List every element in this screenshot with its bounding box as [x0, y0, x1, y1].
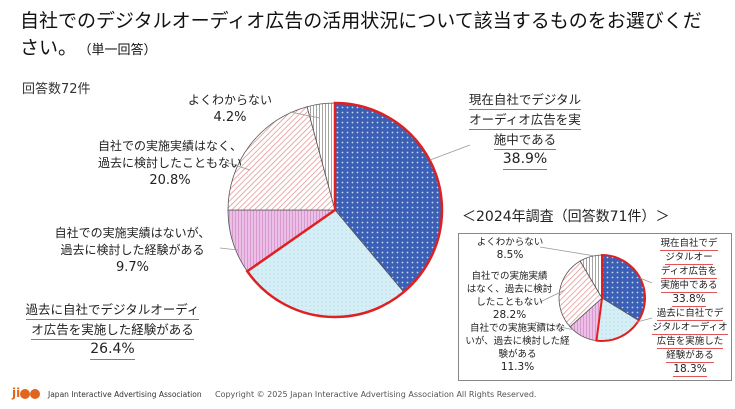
title-note: （単一回答） [85, 43, 157, 58]
label-not-considered: 自社での実施実績はなく、 過去に検討したこともない 20.8% [97, 139, 242, 188]
inset-label-considered: 自社での実施実績はな いが、過去に検討した経 験がある 11.3% [465, 323, 570, 373]
inset-2024-box [458, 233, 732, 381]
label-past-implemented: 過去に自社でデジタルオーディ オ広告を実施した経験がある 26.4% [10, 300, 215, 360]
inset-title: ＜2024年調査（回答数71件）＞ [462, 209, 670, 225]
leader-lines [219, 111, 653, 331]
copyright: Copyright © 2025 Japan Interactive Adver… [215, 390, 537, 399]
inset-label-past-implemented: 過去に自社でデ ジタルオーディオ 広告を実施した 経験がある 18.3% [652, 308, 728, 377]
implemented-highlight-0 [245, 101, 444, 319]
label-considered: 自社での実施実績はないが、 過去に検討した経験がある 9.7% [54, 226, 211, 275]
pie-slice-1-3 [558, 260, 603, 328]
respondent-count: 回答数72件 [22, 82, 91, 97]
org-name: Japan Interactive Advertising Associatio… [48, 390, 202, 399]
inset-label-currently-implementing: 現在自社でデ ジタルオー ディオ広告を 実施中である 33.8% [660, 238, 718, 307]
page-title: 自社でのデジタルオーディオ広告の活用状況について該当するものをお選びください。（… [20, 10, 702, 59]
label-currently-implementing: 現在自社でデジタル オーディオ広告を実 施中である 38.9% [440, 90, 610, 170]
footer: ji Japan Interactive Advertising Associa… [0, 386, 735, 406]
inset-label-not-considered: 自社での実施実績 はなく、過去に検討 したこともない 28.2% [466, 271, 553, 321]
label-unknown: よくわからない 4.2% [187, 93, 272, 125]
inset-label-unknown: よくわからない 8.5% [476, 237, 544, 261]
implemented-highlight-1 [595, 253, 646, 342]
jiaa-logo: ji [12, 386, 41, 400]
pie-slice-0-3 [227, 106, 336, 211]
